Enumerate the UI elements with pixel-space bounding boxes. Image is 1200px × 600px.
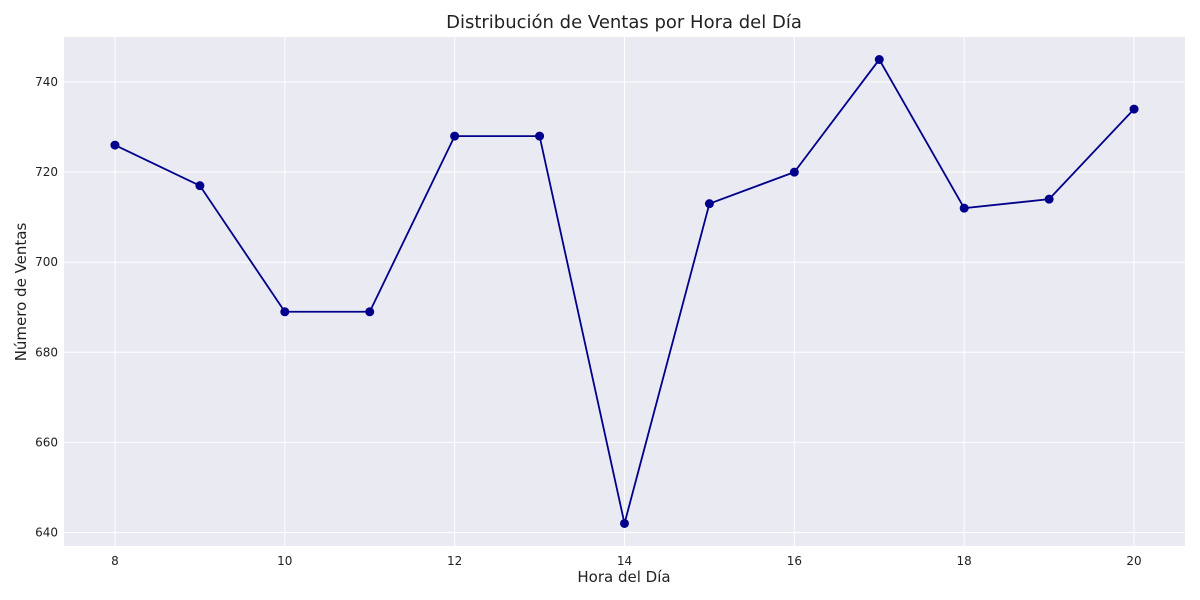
y-tick-label: 660	[35, 435, 58, 449]
y-axis-label: Número de Ventas	[12, 223, 30, 362]
data-point	[450, 131, 460, 141]
y-tick-label: 640	[35, 525, 58, 539]
y-tick-label: 740	[35, 75, 58, 89]
y-tick-label: 680	[35, 345, 58, 359]
data-point	[789, 167, 799, 177]
tick-labels: 8 10 12 14 16 18 20 640 660 680 700 720 740	[35, 75, 1142, 568]
x-tick-label: 18	[957, 554, 972, 568]
y-tick-label: 700	[35, 255, 58, 269]
data-point	[280, 307, 290, 317]
x-tick-label: 10	[277, 554, 292, 568]
data-point	[1129, 104, 1139, 114]
x-axis-label: Hora del Día	[577, 568, 670, 586]
data-point	[959, 203, 969, 213]
x-tick-label: 12	[447, 554, 462, 568]
y-tick-label: 720	[35, 165, 58, 179]
data-point	[110, 140, 120, 150]
data-points	[110, 55, 1139, 528]
data-point	[620, 518, 629, 528]
x-tick-label: 8	[111, 554, 119, 568]
data-point	[704, 199, 714, 209]
chart-title: Distribución de Ventas por Hora del Día	[446, 12, 802, 33]
data-point	[365, 307, 375, 317]
data-point	[195, 181, 205, 191]
data-point	[874, 55, 884, 65]
x-tick-label: 14	[617, 554, 632, 568]
x-tick-label: 20	[1126, 554, 1141, 568]
data-point	[535, 131, 545, 141]
x-tick-label: 16	[787, 554, 802, 568]
data-point	[1044, 194, 1054, 204]
